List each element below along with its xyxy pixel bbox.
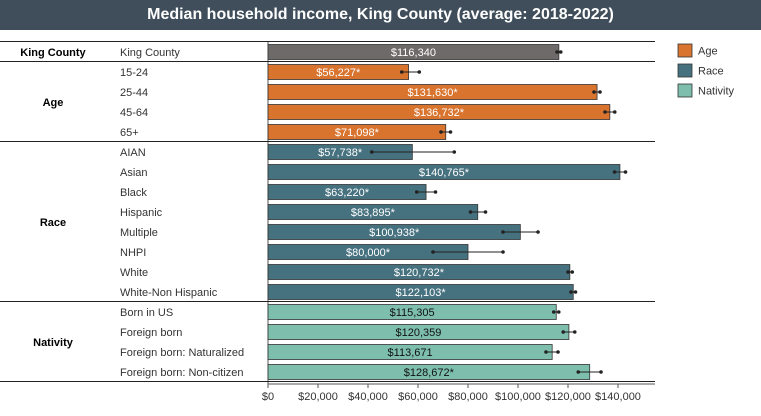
error-bar-end [612, 170, 617, 174]
data-label: $71,098* [335, 127, 380, 139]
data-label: $115,305 [390, 307, 435, 319]
bar-chart: $0 $20,000 $40,000 $60,000 $80,000 $100,000 $1… [0, 41, 735, 403]
category-label: 25-44 [120, 87, 148, 99]
data-label: $57,738* [318, 147, 363, 159]
data-label: $128,672* [404, 367, 455, 379]
category-label: Hispanic [120, 207, 163, 219]
data-label: $80,000* [346, 247, 391, 259]
category-label: Foreign born: Naturalized [120, 347, 244, 359]
data-label: $113,671 [388, 347, 433, 359]
error-bar-end [576, 370, 581, 374]
chart-title: Median household income, King County (av… [147, 6, 614, 23]
data-label: $116,340 [391, 47, 436, 59]
error-bar-end [599, 370, 603, 374]
error-bar-end [414, 190, 419, 194]
legend-label: Age [698, 46, 718, 58]
data-label: $136,732* [414, 107, 465, 119]
error-bar-end [417, 70, 422, 74]
category-label: White [120, 267, 148, 279]
category-label: 45-64 [120, 107, 148, 119]
data-label: $120,732* [394, 267, 445, 279]
category-label: NHPI [120, 247, 146, 259]
x-tick-label: $20,000 [298, 391, 338, 403]
error-bar-end [551, 310, 556, 314]
group-label: King County [20, 47, 86, 59]
data-label: $131,630* [407, 87, 458, 99]
data-label: $100,938* [369, 227, 420, 239]
error-bar-end [556, 310, 561, 314]
error-bar-end [544, 350, 548, 354]
error-bar-end [555, 50, 559, 54]
group-label: Age [43, 97, 64, 109]
data-label: $122,103* [396, 287, 447, 299]
x-tick-label: $140,000 [595, 391, 641, 403]
legend-swatch [677, 83, 693, 98]
category-label: Foreign born: Non-citizen [120, 367, 244, 379]
error-bar-end [448, 130, 453, 134]
error-bar-end [399, 70, 404, 74]
category-label: AIAN [120, 147, 146, 159]
category-label: 15-24 [120, 67, 148, 79]
error-bar-end [603, 110, 607, 114]
group-label: Race [40, 217, 66, 229]
category-label: Multiple [120, 227, 158, 239]
error-bar-end [566, 270, 570, 274]
chart-title-bar: Median household income, King County (av… [0, 0, 761, 30]
error-bar-end [556, 350, 560, 354]
error-bar-end [369, 150, 374, 154]
x-tick-label: $100,000 [495, 391, 541, 403]
error-bar-end [572, 330, 577, 334]
error-bar-end [452, 150, 457, 154]
error-bar-end [433, 190, 438, 194]
category-label: Born in US [120, 307, 173, 319]
category-label: White-Non Hispanic [120, 287, 218, 299]
error-bar-end [468, 210, 473, 214]
legend-swatch [677, 63, 693, 78]
x-tick-label: $40,000 [348, 391, 388, 403]
legend-label: Race [698, 66, 724, 78]
error-bar-end [501, 250, 505, 254]
data-label: $56,227* [316, 67, 361, 79]
x-tick-label: $60,000 [398, 391, 438, 403]
error-bar-end [570, 270, 575, 274]
data-label: $83,895* [351, 207, 396, 219]
category-label: King County [120, 47, 180, 59]
category-label: 65+ [120, 127, 139, 139]
error-bar-end [439, 130, 443, 134]
error-bar-end [623, 170, 628, 174]
category-label: Foreign born [120, 327, 182, 339]
error-bar-end [612, 110, 617, 114]
error-bar-end [536, 230, 540, 234]
error-bar-end [561, 330, 566, 334]
error-bar-end [483, 210, 488, 214]
x-tick-label: $120,000 [545, 391, 591, 403]
error-bar-end [431, 250, 435, 254]
data-label: $140,765* [419, 167, 470, 179]
x-tick-label: $0 [262, 391, 274, 403]
error-bar-end [573, 290, 578, 294]
legend-swatch [677, 43, 693, 58]
error-bar-end [558, 50, 563, 54]
x-tick-label: $80,000 [448, 391, 488, 403]
data-label: $63,220* [325, 187, 370, 199]
error-bar-end [569, 290, 573, 294]
category-label: Black [120, 187, 147, 199]
group-label: Nativity [33, 337, 74, 349]
legend-label: Nativity [698, 86, 735, 98]
error-bar-end [501, 230, 505, 234]
data-label: $120,359 [396, 327, 442, 339]
error-bar-end [592, 90, 596, 94]
category-label: Asian [120, 167, 148, 179]
error-bar-end [598, 90, 602, 94]
